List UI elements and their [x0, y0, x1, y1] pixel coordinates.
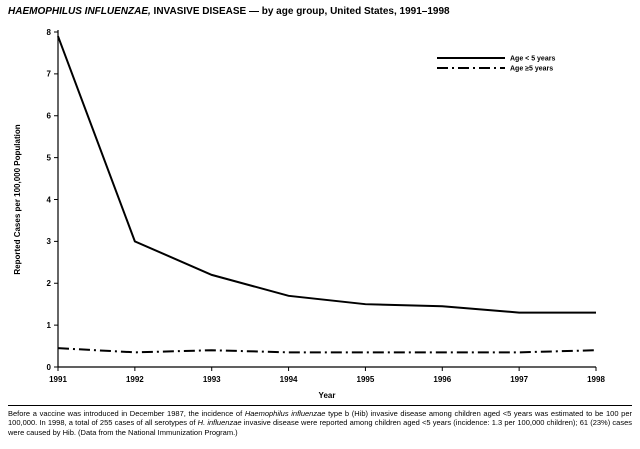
y-tick-label: 5 [47, 153, 52, 162]
y-tick-label: 2 [47, 279, 52, 288]
chart-title-species: HAEMOPHILUS INFLUENZAE, [8, 6, 151, 17]
y-tick-label: 8 [47, 28, 52, 37]
y-tick-label: 0 [47, 363, 52, 372]
x-tick-label: 1993 [203, 375, 221, 384]
footnote-italic-segment: Haemophilus influenzae [244, 409, 326, 418]
y-tick-label: 1 [47, 321, 52, 330]
x-tick-label: 1991 [49, 375, 67, 384]
footnote-italic-segment: H. influenzae [197, 418, 242, 428]
chart-title: HAEMOPHILUS INFLUENZAE, INVASIVE DISEASE… [0, 0, 640, 20]
legend-label: Age < 5 years [510, 56, 555, 63]
series-line-over5 [57, 347, 597, 354]
x-tick-label: 1992 [126, 375, 144, 384]
series-line-under5 [57, 35, 596, 314]
footnote-segment: invasive disease were reported among chi… [8, 418, 632, 437]
y-tick-label: 6 [47, 112, 52, 121]
y-axis-title: Reported Cases per 100,000 Population [13, 124, 22, 274]
x-axis-title: Year [319, 391, 336, 400]
x-tick-label: 1997 [510, 375, 528, 384]
footnote-segment: type b (Hib) invasive disease among chil… [8, 409, 632, 428]
x-tick-label: 1994 [280, 375, 298, 384]
y-tick-label: 7 [47, 70, 52, 79]
footnote: Before a vaccine was introduced in Decem… [8, 405, 632, 437]
y-tick-label: 3 [47, 237, 52, 246]
footnote-text: Before a vaccine was introduced in Decem… [8, 409, 632, 437]
x-tick-label: 1995 [357, 375, 375, 384]
footnote-segment: Before a vaccine was introduced in Decem… [8, 409, 245, 418]
legend-label: Age ≥5 years [510, 66, 553, 73]
chart-title-rest: INVASIVE DISEASE — by age group, United … [150, 6, 450, 17]
y-tick-label: 4 [47, 195, 52, 204]
x-tick-label: 1996 [433, 375, 451, 384]
line-chart: 0 1 2 3 4 5 6 7 8 1991 1992 1993 1994 1995 1996 1997 199… [13, 28, 605, 400]
x-tick-label: 1998 [587, 375, 605, 384]
